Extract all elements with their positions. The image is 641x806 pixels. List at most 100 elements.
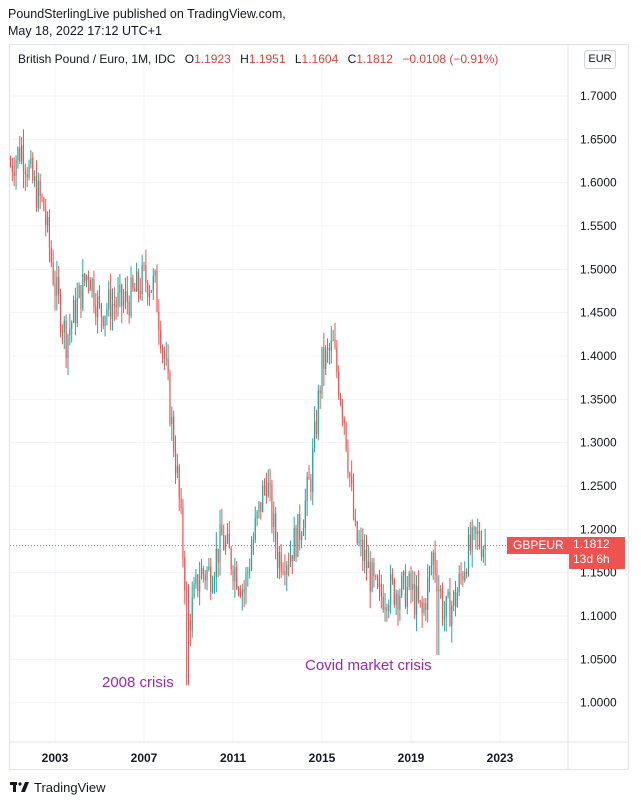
candle-body bbox=[239, 590, 242, 597]
candle-body bbox=[410, 573, 412, 590]
candle-body bbox=[286, 565, 288, 575]
candle-body bbox=[484, 544, 486, 550]
candle-body bbox=[226, 533, 229, 542]
x-tick-label: 2003 bbox=[42, 751, 69, 765]
candle-body bbox=[269, 482, 271, 486]
candle-body bbox=[430, 565, 432, 569]
last-price: 1.1812 bbox=[573, 537, 610, 551]
candle-body bbox=[317, 390, 319, 434]
footer: TradingView bbox=[10, 780, 106, 795]
candle-body bbox=[145, 265, 147, 283]
candle-body bbox=[367, 561, 369, 569]
candle-body bbox=[449, 591, 451, 627]
candle-body bbox=[475, 527, 477, 535]
candle-body bbox=[330, 340, 332, 351]
candle-body bbox=[74, 300, 76, 324]
candle-body bbox=[50, 247, 52, 263]
candle-body bbox=[132, 277, 134, 289]
candle-body bbox=[21, 145, 23, 162]
y-tick-label: 1.3500 bbox=[580, 392, 617, 406]
candle-body bbox=[354, 517, 356, 523]
y-tick-label: 1.1500 bbox=[580, 566, 617, 580]
candle-body bbox=[80, 285, 82, 309]
y-tick-label: 1.5500 bbox=[580, 219, 617, 233]
candle-body bbox=[180, 498, 182, 509]
candle-body bbox=[213, 577, 216, 587]
candle-body bbox=[362, 539, 364, 562]
candle-body bbox=[126, 291, 128, 302]
candle-body bbox=[402, 571, 405, 576]
candle-body bbox=[332, 340, 334, 342]
candle-body bbox=[43, 198, 45, 211]
candle-body bbox=[11, 165, 13, 173]
candle-body bbox=[141, 264, 143, 295]
candle-body bbox=[197, 574, 199, 592]
candle-body bbox=[143, 264, 145, 266]
candle-body bbox=[150, 290, 153, 293]
candle-body bbox=[423, 603, 425, 613]
candle-body bbox=[154, 271, 156, 276]
bar-countdown: 13d 6h bbox=[573, 552, 610, 566]
candle-body bbox=[304, 500, 306, 528]
candle-body bbox=[178, 466, 180, 499]
candle-body bbox=[219, 524, 221, 563]
candle-body bbox=[54, 283, 56, 296]
y-tick-label: 1.0500 bbox=[580, 652, 617, 666]
candle-body bbox=[382, 596, 384, 611]
candle-body bbox=[210, 566, 212, 593]
candle-body bbox=[436, 573, 438, 592]
candle-body bbox=[152, 275, 154, 291]
candle-body bbox=[280, 551, 282, 572]
x-tick-label: 2011 bbox=[220, 751, 246, 765]
candle-body bbox=[84, 273, 86, 282]
candle-body bbox=[156, 271, 158, 312]
candle-body bbox=[295, 527, 297, 557]
candle-body bbox=[434, 552, 436, 574]
candle-body bbox=[479, 531, 481, 546]
candle-body bbox=[291, 555, 293, 561]
candle-body bbox=[404, 571, 407, 607]
last-price-box: 1.1812 13d 6h bbox=[569, 537, 625, 569]
currency-button[interactable]: EUR bbox=[584, 50, 616, 69]
candle-body bbox=[460, 573, 462, 576]
y-tick-label: 1.4500 bbox=[580, 306, 617, 320]
candle-body bbox=[19, 147, 21, 162]
candle-body bbox=[380, 583, 382, 597]
candle-body bbox=[469, 534, 471, 551]
candle-body bbox=[139, 291, 141, 295]
close-value: 1.1812 bbox=[356, 52, 393, 66]
candle-body bbox=[273, 513, 275, 527]
candle-body bbox=[245, 573, 247, 592]
publish-info: PoundSterlingLive published on TradingVi… bbox=[8, 6, 286, 40]
candle-body bbox=[482, 549, 484, 558]
candle-body bbox=[339, 395, 342, 404]
candle-body bbox=[199, 578, 201, 592]
candle-body bbox=[97, 296, 99, 318]
candle-body bbox=[193, 584, 195, 598]
candle-body bbox=[249, 569, 251, 572]
candle-body bbox=[328, 348, 331, 351]
candle-body bbox=[299, 514, 301, 541]
candle-body bbox=[17, 147, 19, 161]
candle-body bbox=[108, 289, 110, 310]
candle-body bbox=[241, 589, 243, 597]
candle-body bbox=[293, 527, 295, 561]
candle-body bbox=[187, 590, 190, 621]
candle-body bbox=[72, 300, 75, 323]
candle-body bbox=[421, 601, 423, 613]
footer-brand: TradingView bbox=[34, 780, 106, 795]
candle-body bbox=[395, 593, 397, 605]
candle-body bbox=[260, 501, 262, 512]
candle-body bbox=[45, 210, 47, 226]
y-tick-label: 1.1000 bbox=[580, 609, 617, 623]
candle-body bbox=[67, 335, 69, 358]
candle-body bbox=[26, 174, 28, 178]
candle-body bbox=[165, 358, 167, 360]
candle-body bbox=[224, 541, 227, 550]
candle-body bbox=[24, 171, 26, 175]
candle-body bbox=[336, 347, 338, 372]
candle-body bbox=[302, 527, 305, 536]
candle-body bbox=[325, 348, 327, 370]
candle-body bbox=[365, 549, 368, 569]
